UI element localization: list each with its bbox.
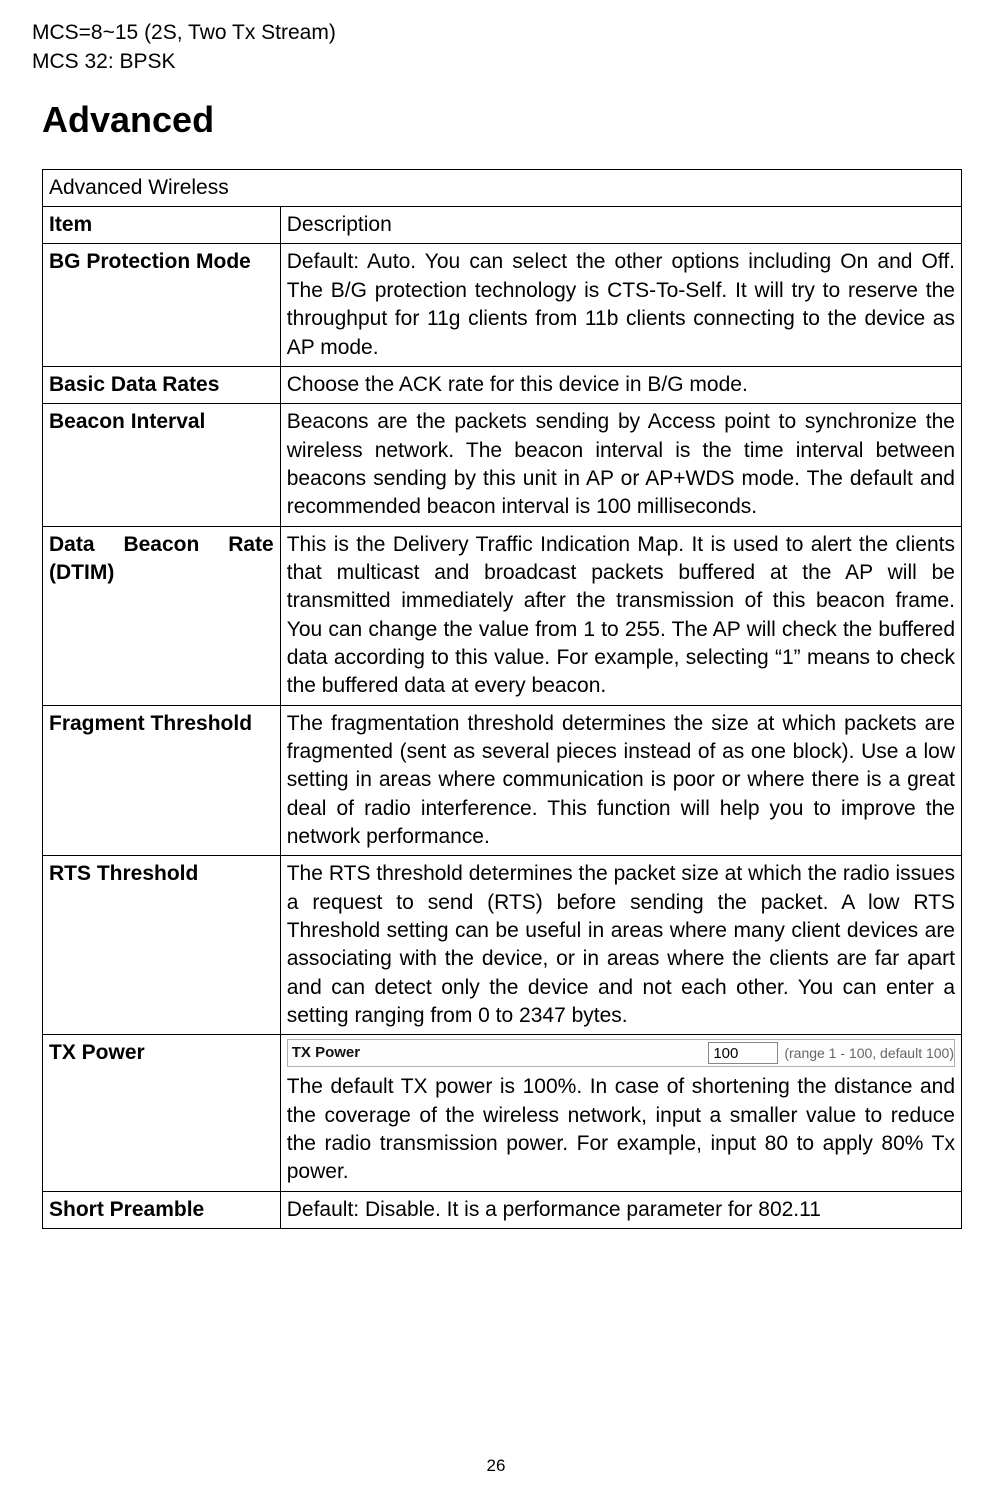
advanced-wireless-table: Advanced Wireless Item Description BG Pr… bbox=[42, 169, 962, 1229]
header-desc: Description bbox=[280, 207, 961, 244]
section-heading: Advanced bbox=[42, 99, 960, 141]
preamble-lines: MCS=8~15 (2S, Two Tx Stream) MCS 32: BPS… bbox=[32, 18, 960, 77]
desc-short-preamble: Default: Disable. It is a performance pa… bbox=[280, 1191, 961, 1228]
row-fragment-threshold: Fragment Threshold The fragmentation thr… bbox=[43, 705, 962, 856]
desc-rts-threshold: The RTS threshold determines the packet … bbox=[280, 856, 961, 1035]
tx-power-field-label: TX Power bbox=[292, 1043, 709, 1063]
desc-tx-power-cell: TX Power (range 1 - 100, default 100) Th… bbox=[280, 1035, 961, 1191]
row-short-preamble: Short Preamble Default: Disable. It is a… bbox=[43, 1191, 962, 1228]
table-title-row: Advanced Wireless bbox=[43, 169, 962, 206]
pre-line-1: MCS=8~15 (2S, Two Tx Stream) bbox=[32, 18, 960, 47]
label-bg-protection: BG Protection Mode bbox=[43, 244, 281, 366]
row-beacon-interval: Beacon Interval Beacons are the packets … bbox=[43, 404, 962, 526]
label-rts-threshold: RTS Threshold bbox=[43, 856, 281, 1035]
label-basic-data-rates: Basic Data Rates bbox=[43, 366, 281, 403]
desc-basic-data-rates: Choose the ACK rate for this device in B… bbox=[280, 366, 961, 403]
label-short-preamble: Short Preamble bbox=[43, 1191, 281, 1228]
tx-power-input[interactable] bbox=[708, 1042, 778, 1064]
desc-beacon-interval: Beacons are the packets sending by Acces… bbox=[280, 404, 961, 526]
table-header-row: Item Description bbox=[43, 207, 962, 244]
label-dtim: Data Beacon Rate (DTIM) bbox=[43, 526, 281, 705]
table-title-cell: Advanced Wireless bbox=[43, 169, 962, 206]
desc-tx-power: The default TX power is 100%. In case of… bbox=[287, 1073, 955, 1186]
desc-dtim: This is the Delivery Traffic Indication … bbox=[280, 526, 961, 705]
label-beacon-interval: Beacon Interval bbox=[43, 404, 281, 526]
pre-line-2: MCS 32: BPSK bbox=[32, 47, 960, 76]
row-bg-protection: BG Protection Mode Default: Auto. You ca… bbox=[43, 244, 962, 366]
document-page: MCS=8~15 (2S, Two Tx Stream) MCS 32: BPS… bbox=[0, 0, 992, 1486]
tx-power-range-text: (range 1 - 100, default 100) bbox=[784, 1044, 954, 1063]
desc-bg-protection: Default: Auto. You can select the other … bbox=[280, 244, 961, 366]
header-item: Item bbox=[43, 207, 281, 244]
tx-power-ui-box: TX Power (range 1 - 100, default 100) bbox=[287, 1039, 955, 1067]
page-number: 26 bbox=[0, 1456, 992, 1476]
label-tx-power: TX Power bbox=[43, 1035, 281, 1191]
row-tx-power: TX Power TX Power (range 1 - 100, defaul… bbox=[43, 1035, 962, 1191]
desc-fragment-threshold: The fragmentation threshold determines t… bbox=[280, 705, 961, 856]
row-rts-threshold: RTS Threshold The RTS threshold determin… bbox=[43, 856, 962, 1035]
label-fragment-threshold: Fragment Threshold bbox=[43, 705, 281, 856]
row-basic-data-rates: Basic Data Rates Choose the ACK rate for… bbox=[43, 366, 962, 403]
row-dtim: Data Beacon Rate (DTIM) This is the Deli… bbox=[43, 526, 962, 705]
